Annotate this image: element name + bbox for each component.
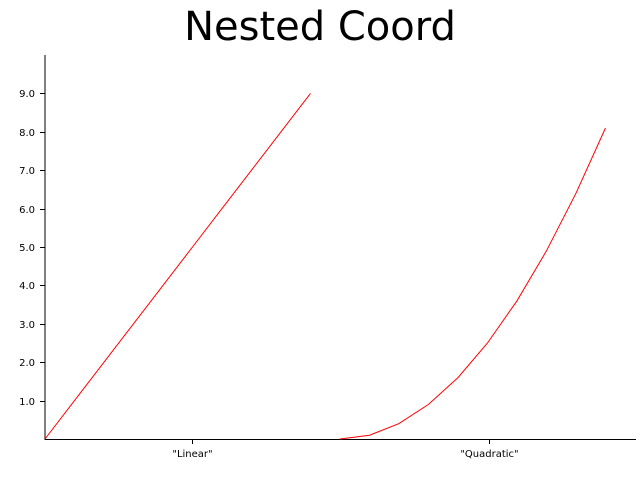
series-line-linear [44, 93, 311, 440]
y-tick-label: 7.0 [19, 166, 35, 177]
y-tick-label: 1.0 [19, 397, 35, 408]
x-category-label: "Linear" [172, 449, 212, 460]
y-tick-label: 6.0 [19, 205, 35, 216]
y-tick-label: 8.0 [19, 128, 35, 139]
axes [44, 55, 636, 440]
y-tick-label: 5.0 [19, 243, 35, 254]
y-tick-label: 3.0 [19, 320, 35, 331]
chart-title: Nested Coord [184, 4, 456, 50]
y-tick-label: 2.0 [19, 358, 35, 369]
y-tick-label: 4.0 [19, 281, 35, 292]
y-ticks: 1.0 2.0 3.0 4.0 5.0 6.0 7.0 8.0 9.0 [19, 89, 45, 408]
y-tick-label: 9.0 [19, 89, 35, 100]
series-line-quadratic [339, 127, 606, 440]
x-category-label: "Quadratic" [460, 449, 518, 460]
x-category-labels: "Linear" "Quadratic" [172, 439, 519, 460]
series-lines [44, 93, 606, 440]
